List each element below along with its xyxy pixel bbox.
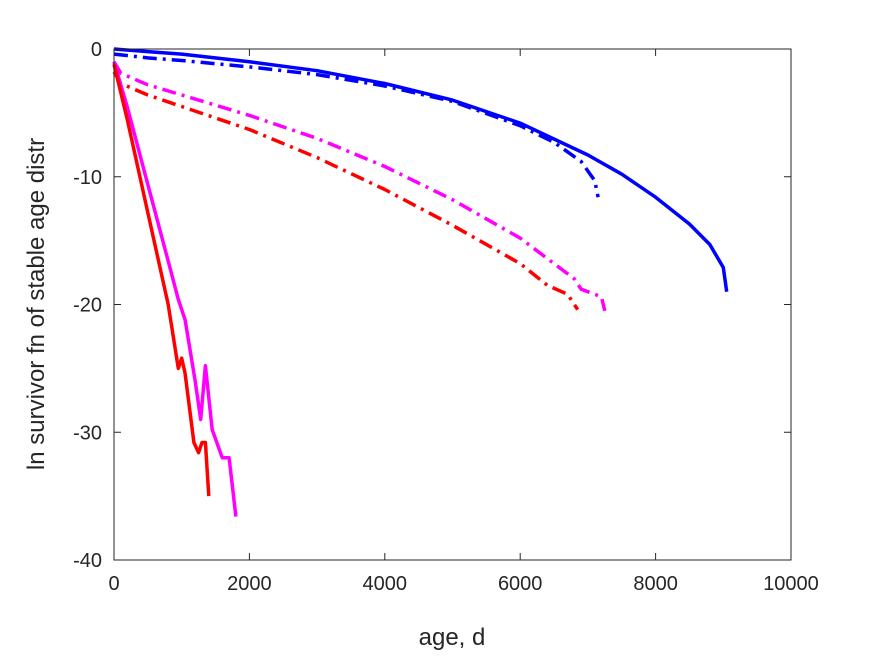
series-line-2 [113, 52, 600, 198]
y-tick-label: -10 [73, 167, 102, 189]
series-line-1 [113, 47, 729, 292]
x-tick-label: 10000 [763, 573, 819, 595]
x-tick-label: 8000 [633, 573, 678, 595]
x-tick-label: 4000 [363, 573, 408, 595]
x-axis-label: age, d [419, 624, 486, 651]
x-tick-label: 0 [108, 573, 119, 595]
x-tick-label: 2000 [227, 573, 272, 595]
x-tick-label: 6000 [498, 573, 543, 595]
y-tick-label: -40 [73, 550, 102, 572]
series-line-6 [112, 63, 211, 497]
y-axis-label: ln survivor fn of stable age distr [23, 138, 50, 470]
series-line-5 [112, 61, 238, 517]
series-line-4 [112, 71, 580, 311]
ticks-layer: 0 2000 4000 6000 8000 10000 0 -10 -20 -30 -40 [73, 39, 819, 595]
y-tick-label: -20 [73, 295, 102, 317]
y-tick-label: -30 [73, 422, 102, 444]
series-layer [112, 47, 729, 517]
series-line-3 [112, 60, 607, 312]
y-tick-label: 0 [91, 39, 102, 61]
plot-area [114, 49, 791, 560]
